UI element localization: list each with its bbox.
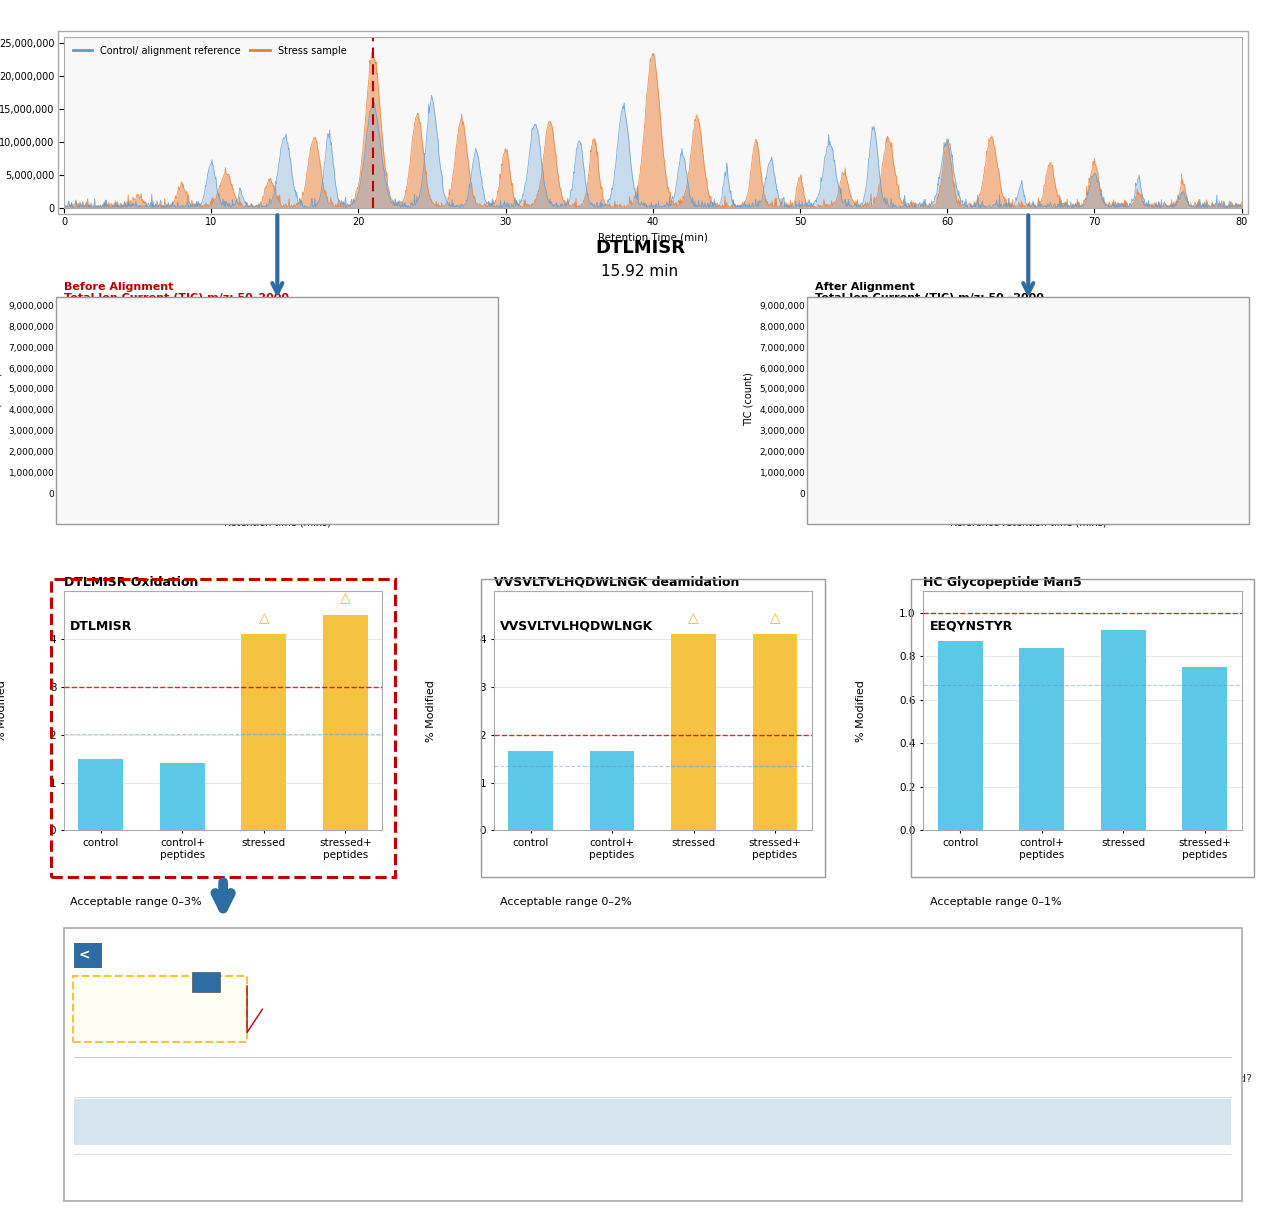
Bar xyxy=(590,752,635,830)
Text: stressed: stressed xyxy=(128,978,175,988)
Text: △: △ xyxy=(769,611,781,625)
Y-axis label: TIC (count): TIC (count) xyxy=(744,373,754,427)
Text: Response%: Response% xyxy=(429,1074,493,1084)
Text: ■: ■ xyxy=(832,338,841,349)
Text: VVSVLTVLHQDWLNGK deamidation: VVSVLTVLHQDWLNGK deamidation xyxy=(494,576,739,588)
Text: DTLMISR: DTLMISR xyxy=(70,620,133,633)
Text: △: △ xyxy=(259,611,269,625)
Text: DTLMISR Oxidation: DTLMISR Oxidation xyxy=(108,948,271,962)
Text: ■: ■ xyxy=(81,338,91,349)
Text: None: None xyxy=(320,1178,351,1190)
Text: DTLMISR: DTLMISR xyxy=(179,1178,232,1190)
Text: Acceptable range 0–2%: Acceptable range 0–2% xyxy=(500,897,632,907)
Text: <: < xyxy=(78,948,90,962)
Text: HC Glycopeptide Man5: HC Glycopeptide Man5 xyxy=(923,576,1082,588)
Text: DTLMISR: DTLMISR xyxy=(595,239,685,257)
Text: Mass error (ppm): Mass error (ppm) xyxy=(698,1074,794,1084)
Bar xyxy=(938,641,983,830)
Text: Control/alignment
reference: Control/alignment reference xyxy=(124,314,193,333)
Bar xyxy=(1019,647,1064,830)
Text: Observed mass (Da): Observed mass (Da) xyxy=(563,1074,677,1084)
Legend: Control/ alignment reference, Stress sample: Control/ alignment reference, Stress sam… xyxy=(69,42,351,59)
X-axis label: Retention time (mins): Retention time (mins) xyxy=(224,517,330,527)
Bar xyxy=(671,634,716,830)
Y-axis label: % Modified: % Modified xyxy=(856,680,867,742)
Bar xyxy=(242,634,287,830)
Text: ▼: ▼ xyxy=(209,976,214,982)
Text: ×: × xyxy=(1190,1178,1201,1190)
Text: ■: ■ xyxy=(832,314,841,324)
Text: 4.06: 4.06 xyxy=(429,1118,454,1130)
Text: 95.94: 95.94 xyxy=(429,1178,462,1190)
Text: Stress sample: Stress sample xyxy=(124,338,178,348)
X-axis label: Reference retention time (mins): Reference retention time (mins) xyxy=(950,517,1107,527)
Text: Monitored?: Monitored? xyxy=(1190,1074,1252,1084)
Text: △: △ xyxy=(340,592,351,606)
Text: 1+, 2+: 1+, 2+ xyxy=(1030,1178,1073,1190)
Text: Stress sample: Stress sample xyxy=(874,338,928,348)
Text: ▲: ▲ xyxy=(197,976,202,982)
Y-axis label: % Modified: % Modified xyxy=(0,680,6,742)
Bar xyxy=(753,634,797,830)
Text: 850.4203: 850.4203 xyxy=(563,1118,618,1130)
Text: DTLMISR: DTLMISR xyxy=(179,1118,232,1130)
X-axis label: Retention Time (min): Retention Time (min) xyxy=(598,233,708,243)
Text: Acceptable range 0–3%: Acceptable range 0–3% xyxy=(70,897,202,907)
Text: After Alignment
Total Ion Current (TIC) m/z: 50 –2000: After Alignment Total Ion Current (TIC) … xyxy=(815,282,1043,303)
Y-axis label: TIC (count): TIC (count) xyxy=(0,373,3,427)
Text: △: △ xyxy=(689,611,699,625)
Bar xyxy=(78,759,123,830)
Text: ■: ■ xyxy=(81,314,91,324)
Bar xyxy=(508,752,553,830)
Text: ✓: ✓ xyxy=(1190,1118,1201,1130)
Bar xyxy=(1183,667,1228,830)
Text: Injection:: Injection: xyxy=(79,978,131,988)
Text: 2+: 2+ xyxy=(1030,1118,1048,1130)
Text: Retention time (min): Retention time (min) xyxy=(864,1074,980,1084)
Text: DTLMISR Oxidation: DTLMISR Oxidation xyxy=(64,576,198,588)
Text: Acceptable range 0–1%: Acceptable range 0–1% xyxy=(929,897,1061,907)
Text: -1.86: -1.86 xyxy=(698,1118,728,1130)
Text: Actual:  4.06% modified: Actual: 4.06% modified xyxy=(83,1011,216,1021)
Text: 13.11: 13.11 xyxy=(864,1118,897,1130)
Bar xyxy=(160,764,205,830)
Text: Expected:  0 – 3% modified: Expected: 0 – 3% modified xyxy=(83,989,236,999)
Text: 15.92 min: 15.92 min xyxy=(602,264,678,278)
Text: 15.91: 15.91 xyxy=(864,1178,897,1190)
Text: Control/alignment
reference: Control/alignment reference xyxy=(874,314,945,333)
Y-axis label: % Modified: % Modified xyxy=(426,680,436,742)
Text: VVSVLTVLHQDWLNGK: VVSVLTVLHQDWLNGK xyxy=(500,620,653,633)
Bar xyxy=(323,615,367,830)
Text: Oxidation M: Oxidation M xyxy=(320,1118,390,1130)
Text: -1.25: -1.25 xyxy=(698,1178,728,1190)
Text: Sequence: Sequence xyxy=(179,1074,234,1084)
Text: Modifier: Modifier xyxy=(320,1074,365,1084)
Bar xyxy=(1101,630,1146,830)
Text: Charge state: Charge state xyxy=(1030,1074,1102,1084)
Text: Before Alignment
Total Ion Current (TIC) m/z: 50–2000: Before Alignment Total Ion Current (TIC)… xyxy=(64,282,289,303)
Text: 834.4259: 834.4259 xyxy=(563,1178,620,1190)
Text: EEQYNSTYR: EEQYNSTYR xyxy=(929,620,1012,633)
Text: Pre defined threshold vs. experimental: Pre defined threshold vs. experimental xyxy=(266,1003,509,1015)
